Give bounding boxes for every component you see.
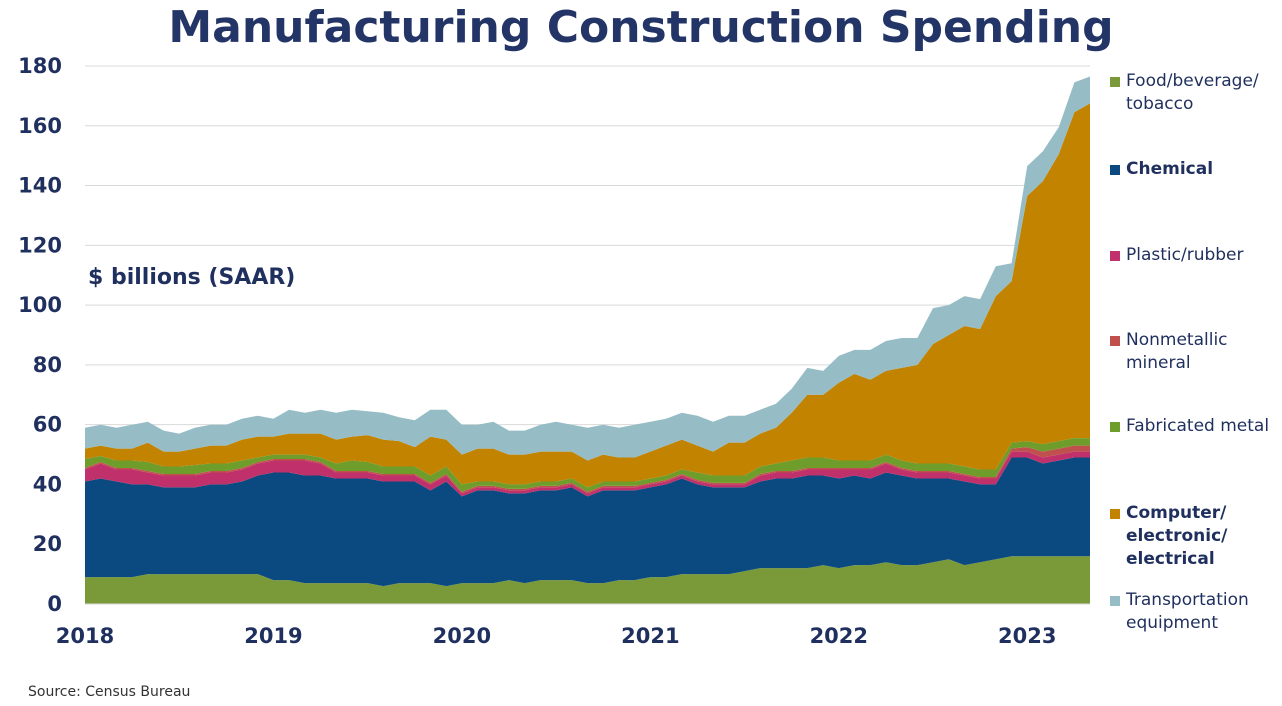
y-tick-label: 120 <box>18 233 62 257</box>
y-tick-label: 100 <box>18 293 62 317</box>
y-tick-label: 140 <box>18 174 62 198</box>
area-series-1 <box>85 556 1090 604</box>
y-tick-label: 180 <box>18 54 62 78</box>
x-tick-label: 2023 <box>998 624 1056 648</box>
y-tick-label: 160 <box>18 114 62 138</box>
y-tick-label: 40 <box>33 472 62 496</box>
x-tick-label: 2020 <box>433 624 491 648</box>
legend-label: Food/beverage/ tobacco <box>1126 71 1259 114</box>
legend-label: Nonmetallic mineral <box>1126 330 1228 373</box>
legend-label: Fabricated metal <box>1126 416 1270 436</box>
y-tick-label: 80 <box>33 353 62 377</box>
legend-swatch <box>1110 251 1120 261</box>
area-series-6 <box>85 103 1090 488</box>
legend-swatch <box>1110 165 1120 175</box>
legend-swatch <box>1110 509 1120 519</box>
x-tick-label: 2021 <box>621 624 679 648</box>
y-tick-label: 20 <box>33 532 62 556</box>
legend-swatch <box>1110 336 1120 346</box>
legend-label: Plastic/rubber <box>1126 245 1244 265</box>
stacked-areas <box>85 76 1090 605</box>
legend-label: Chemical <box>1126 159 1214 179</box>
source-note: Source: Census Bureau <box>28 684 191 700</box>
x-axis-ticks: 2018 2019 2020 2021 2022 2023 <box>56 624 1057 648</box>
area-series-7 <box>85 76 1090 461</box>
y-tick-label: 0 <box>47 592 62 616</box>
legend-swatch <box>1110 77 1120 87</box>
x-tick-label: 2019 <box>244 624 302 648</box>
legend-swatch <box>1110 596 1120 606</box>
y-axis-label: $ billions (SAAR) <box>88 265 295 290</box>
legend-label: Transportation equipment <box>1126 590 1249 633</box>
legend-swatch <box>1110 422 1120 432</box>
area-series-2 <box>85 457 1090 587</box>
y-tick-label: 60 <box>33 413 62 437</box>
chart-title: Manufacturing Construction Spending <box>168 2 1114 53</box>
x-tick-label: 2022 <box>810 624 868 648</box>
x-tick-label: 2018 <box>56 624 114 648</box>
y-axis-ticks: 0 20 40 60 80 100 120 140 160 180 <box>18 54 62 616</box>
legend-label: Computer/ electronic/ electrical <box>1126 503 1228 569</box>
